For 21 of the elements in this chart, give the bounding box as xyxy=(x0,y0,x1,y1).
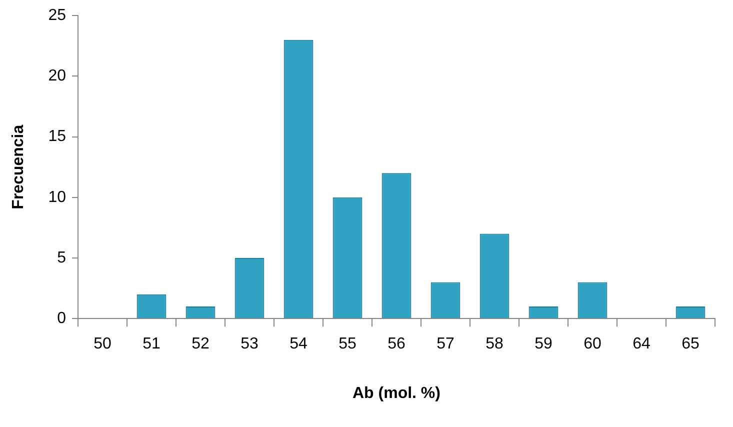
y-tick-label: 10 xyxy=(48,188,66,206)
x-tick-label: 51 xyxy=(142,336,160,353)
x-tick-label: 54 xyxy=(290,336,308,353)
x-tick-label: 50 xyxy=(94,336,112,353)
x-tick-label: 58 xyxy=(486,336,504,353)
y-tick-label: 25 xyxy=(48,7,66,24)
x-tick-label: 53 xyxy=(240,336,258,353)
x-tick-label: 64 xyxy=(632,336,650,353)
y-axis-title: Frecuencia xyxy=(10,124,28,210)
x-tick-label: 55 xyxy=(338,336,356,353)
x-tick-label: 60 xyxy=(584,336,602,353)
x-tick-label: 56 xyxy=(388,336,406,353)
y-tick-label: 15 xyxy=(48,128,66,146)
x-tick-label: 59 xyxy=(534,336,552,353)
x-tick-label: 57 xyxy=(436,336,454,353)
y-tick-label: 20 xyxy=(48,68,66,85)
y-tick-label: 0 xyxy=(57,310,66,328)
x-tick-label: 52 xyxy=(192,336,210,353)
x-axis-title: Ab (mol. %) xyxy=(352,384,440,402)
x-tick-label: 65 xyxy=(682,336,700,353)
y-tick-label: 5 xyxy=(57,249,66,266)
